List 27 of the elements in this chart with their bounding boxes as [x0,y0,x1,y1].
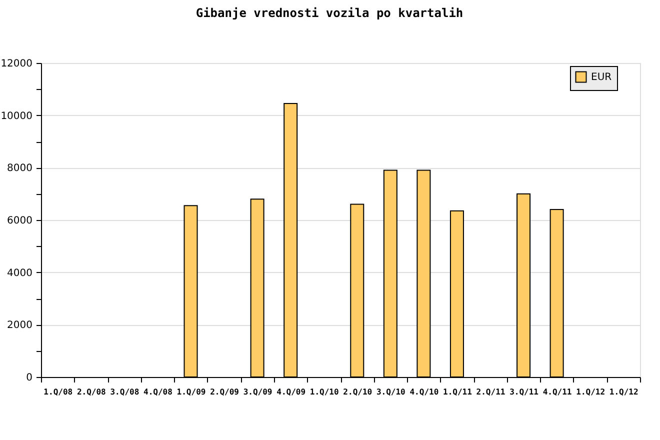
x-tick-label: 4.Q/09 [276,388,306,396]
legend-label: EUR [591,72,612,83]
x-tick-label: 3.Q/11 [510,388,539,396]
y-tick-label: 0 [26,372,32,384]
x-tick-label: 2.Q/09 [210,388,240,396]
x-tick-label: 2.Q/11 [476,388,506,396]
x-tick-label: 3.Q/09 [243,388,272,396]
x-tick-label: 4.Q/08 [144,388,173,396]
x-tick-label: 1.Q/12 [576,388,606,396]
y-tick-label: 10000 [0,110,32,122]
x-tick-label: 2.Q/08 [76,388,106,396]
y-tick-label: 6000 [7,216,32,226]
x-tick-label: 2.Q/10 [343,388,372,396]
y-tick-label: 2000 [7,320,32,332]
x-tick-label: 1.Q/11 [443,388,472,396]
x-tick-label: 4.Q/10 [410,388,439,396]
y-tick-label: 12000 [0,58,32,70]
x-tick-label: 4.Q/11 [542,388,572,396]
x-tick-label: 1.Q/12 [609,388,638,396]
x-tick-label: 3.Q/10 [376,388,406,396]
x-tick-label: 1.Q/09 [176,388,206,396]
x-tick-label: 3.Q/08 [110,388,140,396]
y-tick-label: 4000 [7,268,32,279]
chart-title: Gibanje vrednosti vozila po kvartalih [196,6,464,20]
x-tick-label: 1.Q/10 [310,388,339,396]
x-tick-label: 1.Q/08 [44,388,73,396]
y-tick-label: 8000 [7,163,32,174]
